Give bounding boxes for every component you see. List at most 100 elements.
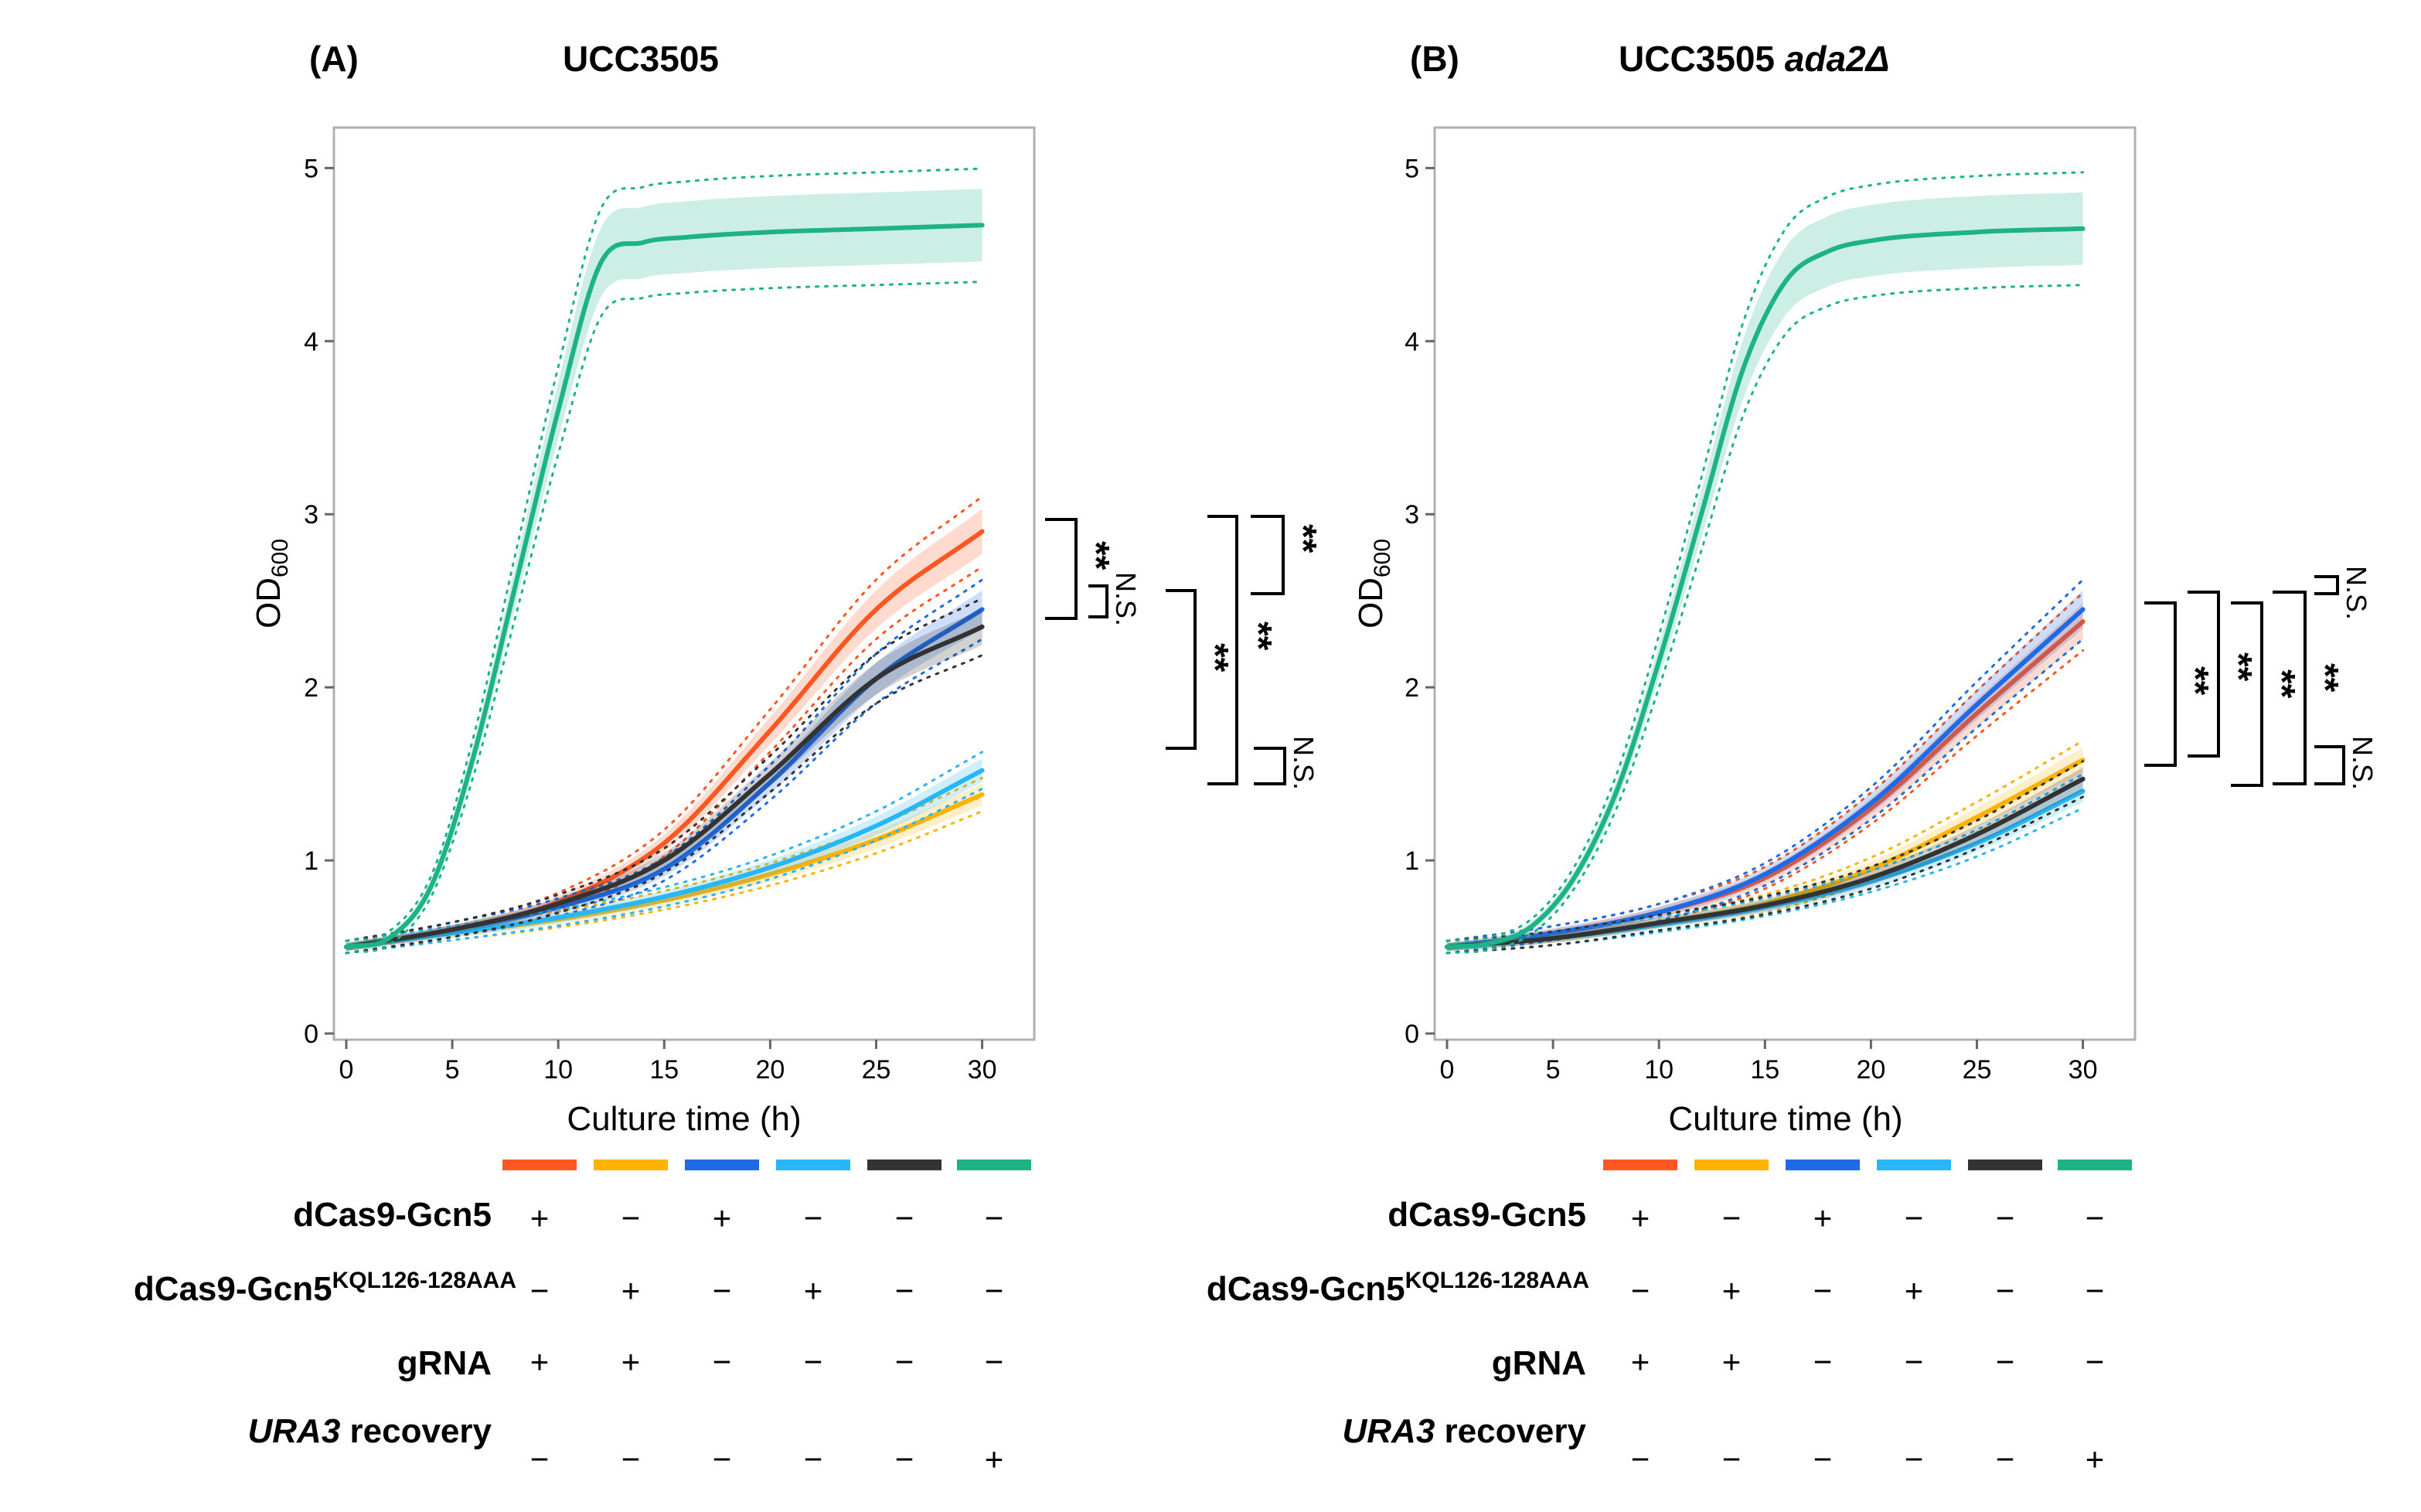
legend-sign-r3-c4: − [1905,1343,1924,1380]
legend-sign-r1-c4: − [1905,1200,1924,1236]
series-mean-line [1445,226,2086,949]
panel-b: (B) UCC3505 ada2Δ 0 5 10 15 20 25 30 0 1 2 3 4 5 OD6… [1352,39,2378,1138]
sig-bracket-a-2 [1088,584,1108,618]
series-confidence-band [346,608,982,952]
legend-sign-r2-c2: + [1722,1272,1742,1309]
sig-label-a-1: ** [1075,541,1116,570]
panel-a-ticks: 0 5 10 15 20 25 30 0 1 2 3 4 5 [304,154,996,1085]
panel-a-series-1 [344,495,985,955]
legend-b-row-4-label: URA3 recovery [1343,1412,1587,1450]
legend-sign-r4-c6: + [985,1441,1004,1477]
legend-sign-r1-c3: + [713,1200,732,1236]
series-replicate-lower [345,810,984,955]
legend-color-bar-2 [1694,1160,1769,1170]
legend-sign-r2-c1: − [530,1272,550,1309]
legend-sign-r4-c2: − [1722,1441,1742,1477]
legend-sign-r2-c5: − [1996,1272,2015,1309]
series-mean-line [1445,776,2086,949]
legend-sign-r3-c5: − [895,1343,914,1380]
series-replicate-upper [1445,591,2085,942]
sig-label-b-6: N.S. [2347,736,2378,790]
legend-color-bar-3 [1786,1160,1860,1170]
panel-a-y-tick-label: 0 [304,1020,318,1049]
series-replicate-upper [345,597,984,942]
series-replicate-upper [345,578,984,942]
panel-b-y-tick-label: 5 [1405,154,1419,183]
legend-color-bar-3 [685,1160,759,1170]
series-replicate-upper [1445,760,2085,942]
legend-signs-a: + − + − − − − + − + − − + + − − − − − − − − − + [530,1200,1004,1477]
panel-a-x-tick-label: 5 [445,1055,460,1085]
legend-sign-r4-c2: − [621,1441,641,1477]
legend-sign-r4-c3: − [713,1441,732,1477]
series-confidence-band [1447,192,2083,952]
panel-b-significance [2144,575,2345,787]
legend-sign-r2-c6: − [985,1272,1004,1309]
legend-sign-r4-c6: + [2086,1441,2105,1477]
legend-color-bar-6 [957,1160,1031,1170]
series-replicate-lower [1445,638,2085,955]
panel-a-title: UCC3505 [563,39,719,79]
legend-sign-r2-c4: + [804,1272,823,1309]
legend-color-bars-b [1603,1160,2132,1170]
series-mean-line [1445,607,2086,949]
legend-b-row-1-label: dCas9-Gcn5 [1388,1196,1586,1234]
legend-signs-b: + − + − − − − + − + − − + + − − − − − − − − − + [1631,1200,2105,1477]
legend-sign-r3-c2: + [1722,1343,1742,1380]
panel-b-x-tick-label: 10 [1644,1055,1674,1085]
legend-sign-r1-c6: − [985,1200,1004,1236]
panel-a-x-tick-label: 30 [968,1055,997,1085]
sig-label-b-4: ** [2261,669,2302,699]
panel-a-series-6 [344,167,985,955]
legend-sign-r1-c1: + [1631,1200,1650,1236]
legend-sign-r3-c6: − [2086,1343,2105,1380]
panel-b-y-tick-label: 0 [1405,1020,1419,1049]
panel-b-series-5 [1445,760,2086,955]
legend-sign-r1-c2: − [621,1200,641,1236]
sig-bracket-a-1 [1045,518,1078,620]
legend-color-bar-4 [776,1160,850,1170]
series-replicate-lower [345,565,984,955]
legend-color-bar-5 [1968,1160,2042,1170]
legend-sign-r2-c3: − [1813,1272,1833,1309]
legend-sign-r3-c1: + [530,1343,550,1380]
panel-b-series [1445,171,2086,955]
series-replicate-upper [345,751,984,942]
sig-bracket-b-4 [2231,601,2263,787]
panel-a-series-5 [344,597,985,955]
panel-b-y-axis-label: OD600 [1352,539,1395,628]
legend-sign-r1-c4: − [804,1200,823,1236]
legend-sign-r1-c2: − [1722,1200,1742,1236]
panel-a: (A) UCC3505 0 5 10 15 20 25 30 0 1 2 3 4 5 OD600 Cul… [250,39,1323,1138]
legend-a-row-2-label: dCas9-Gcn5KQL126-128AAA [134,1268,516,1308]
legend-sign-r3-c4: − [804,1343,823,1380]
series-replicate-lower [1445,284,2085,955]
panel-b-x-tick-label: 25 [1963,1055,1992,1085]
legend-color-bar-2 [594,1160,668,1170]
sig-label-b-1: N.S. [2341,566,2372,620]
legend-sign-r4-c3: − [1813,1441,1833,1477]
series-replicate-lower [345,281,984,955]
legend-sign-r3-c3: − [1813,1343,1833,1380]
series-replicate-lower [345,638,984,955]
series-mean-line [344,223,985,949]
legend-color-bar-6 [2058,1160,2132,1170]
sig-label-a-4: ** [1238,621,1279,651]
panel-b-plot: 0 5 10 15 20 25 30 0 1 2 3 4 5 [1405,126,2137,1085]
series-replicate-lower [1445,807,2085,955]
panel-b-y-tick-label: 4 [1405,327,1419,356]
legend-sign-r2-c4: + [1905,1272,1924,1309]
legend-sign-r3-c3: − [713,1343,732,1380]
panel-b-series-3 [1445,578,2086,955]
panel-b-ticks: 0 5 10 15 20 25 30 0 1 2 3 4 5 [1405,154,2097,1085]
sig-bracket-a-5 [1251,515,1285,595]
legend-sign-r1-c3: + [1813,1200,1833,1236]
legend-sign-r2-c2: + [621,1272,641,1309]
panel-a-series-4 [344,751,985,955]
legend-sign-r4-c5: − [895,1441,914,1477]
legend-sign-r4-c4: − [1905,1441,1924,1477]
series-replicate-lower [345,654,984,955]
legend-sign-r4-c1: − [1631,1441,1650,1477]
panel-b-y-tick-label: 3 [1405,500,1419,530]
panel-b-series-6 [1445,171,2086,955]
